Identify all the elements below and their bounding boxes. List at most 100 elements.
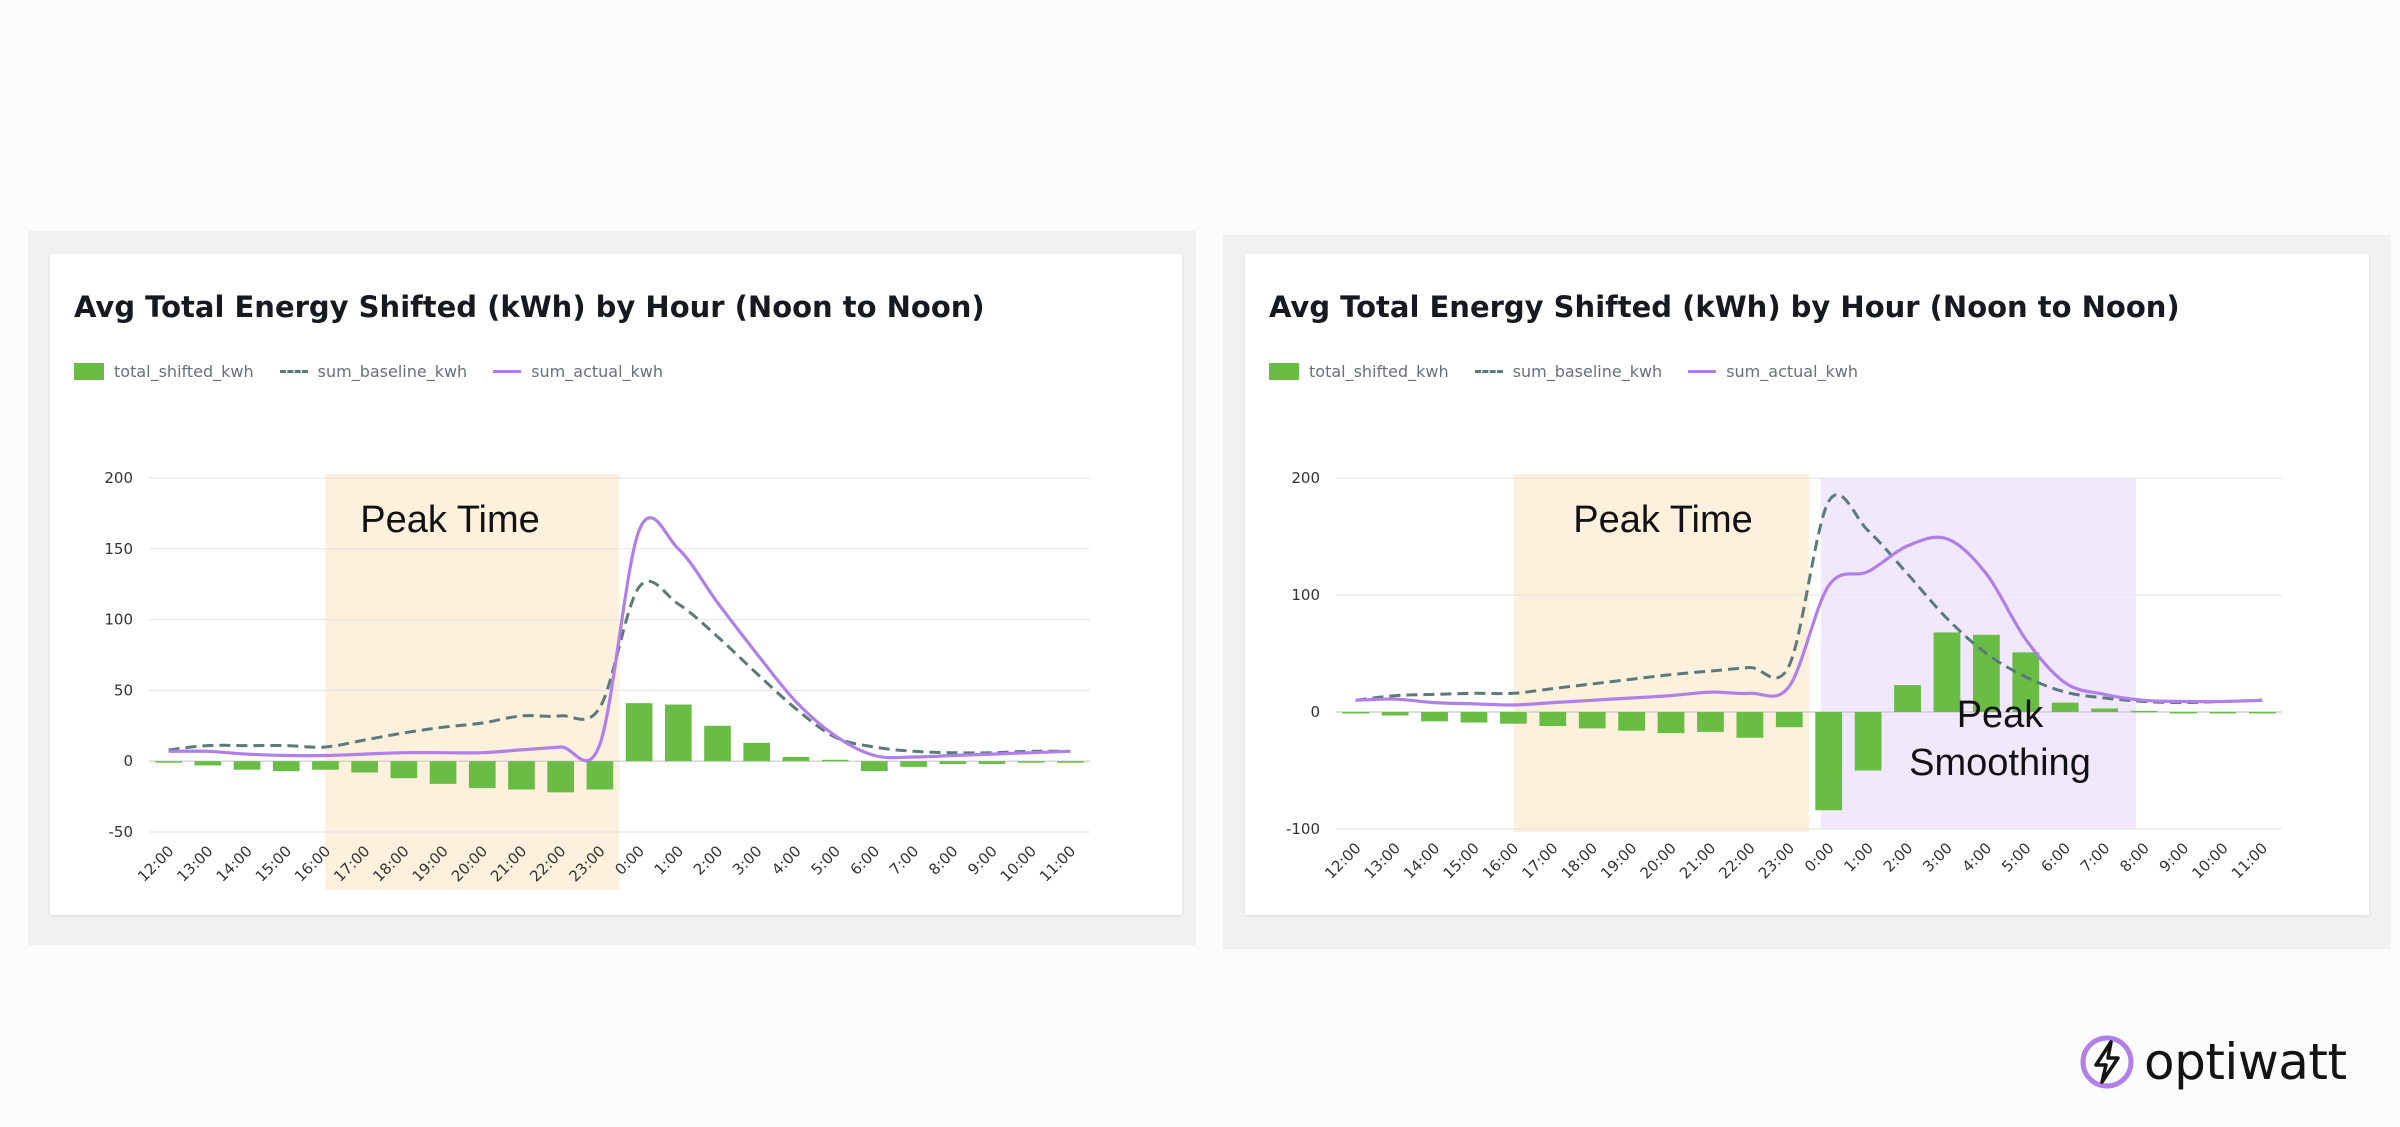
x-tick-label: 2:00: [690, 842, 727, 879]
x-tick-label: 0:00: [1801, 839, 1838, 876]
left-chart-panel: Avg Total Energy Shifted (kWh) by Hour (…: [28, 231, 1196, 945]
legend-label: sum_baseline_kwh: [317, 361, 468, 381]
x-tick-label: 10:00: [997, 842, 1040, 885]
bar: [625, 703, 653, 762]
bar: [1421, 712, 1448, 722]
y-tick-label: 100: [1291, 586, 1320, 604]
bar: [1381, 712, 1409, 716]
bar: [2248, 712, 2276, 714]
legend-label: sum_actual_kwh: [531, 361, 664, 381]
peak-time-label: Peak Time: [360, 499, 540, 541]
x-tick-label: 17:00: [1518, 839, 1561, 882]
bar: [782, 756, 810, 762]
bar: [743, 742, 771, 762]
x-tick-label: 22:00: [1715, 839, 1758, 882]
bar: [1657, 712, 1685, 734]
x-tick-label: 7:00: [886, 842, 923, 879]
x-tick-label: 23:00: [1755, 839, 1798, 882]
legend-label: sum_baseline_kwh: [1512, 361, 1663, 381]
bar: [664, 704, 692, 762]
x-tick-label: 13:00: [173, 842, 216, 885]
legend-item-total-shifted[interactable]: total_shifted_kwh: [1269, 362, 1449, 381]
chart-title: Avg Total Energy Shifted (kWh) by Hour (…: [74, 290, 985, 324]
brand-logo: optiwatt: [2078, 1033, 2347, 1091]
bar: [468, 761, 496, 789]
y-tick-label: 200: [1291, 469, 1320, 487]
chart-title: Avg Total Energy Shifted (kWh) by Hour (…: [1269, 290, 2180, 324]
bar: [312, 761, 339, 770]
bar: [1933, 632, 1961, 712]
x-tick-label: 8:00: [925, 842, 962, 879]
y-tick-label: 100: [104, 611, 133, 629]
bar: [1499, 712, 1527, 724]
bolt-icon: [2080, 1035, 2134, 1089]
x-tick-label: 14:00: [1400, 839, 1443, 882]
legend-item-sum-baseline[interactable]: sum_baseline_kwh: [1474, 361, 1663, 381]
legend-label: total_shifted_kwh: [114, 361, 254, 381]
y-tick-label: -100: [1286, 820, 1320, 838]
legend-label: sum_actual_kwh: [1726, 361, 1859, 381]
y-tick-label: 200: [104, 469, 133, 487]
x-tick-label: 5:00: [1998, 839, 2035, 876]
x-tick-label: 16:00: [1479, 839, 1522, 882]
bar: [1972, 634, 2000, 712]
x-tick-label: 2:00: [1880, 839, 1917, 876]
bar: [978, 761, 1006, 765]
energy-chart-left: 200150100500-5012:0013:0014:0015:0016:00…: [104, 469, 1090, 890]
peak-time-band: [1513, 474, 1809, 832]
bar: [1460, 712, 1488, 723]
x-tick-label: 1:00: [1840, 839, 1877, 876]
energy-chart-right: 200 100 0 -10012:0013:0014:0015:0016:0017:0…: [1286, 469, 2282, 882]
legend-item-sum-actual[interactable]: sum_actual_kwh: [493, 362, 663, 381]
bar: [2091, 708, 2119, 712]
x-tick-label: 7:00: [2077, 839, 2114, 876]
bar: [272, 761, 300, 772]
x-tick-label: 5:00: [807, 842, 844, 879]
bar: [194, 761, 222, 766]
legend-swatch-bar: [1269, 362, 1299, 380]
bar: [2209, 712, 2237, 714]
bar: [704, 725, 731, 762]
x-tick-label: 11:00: [1036, 842, 1079, 885]
x-tick-label: 11:00: [2228, 839, 2271, 882]
x-tick-label: 19:00: [1597, 839, 1640, 882]
peak-time-band: [325, 474, 620, 890]
chart-legend: total_shifted_kwh sum_baseline_kwh sum_a…: [1269, 360, 1858, 382]
series-line-baseline: [1355, 493, 2263, 705]
bar: [390, 761, 418, 779]
x-tick-label: 20:00: [1637, 839, 1680, 882]
legend-item-sum-baseline[interactable]: sum_baseline_kwh: [279, 361, 468, 381]
bar: [586, 761, 614, 790]
x-tick-label: 10:00: [2188, 839, 2231, 882]
bar: [547, 761, 575, 793]
legend-item-sum-actual[interactable]: sum_actual_kwh: [1688, 362, 1858, 381]
right-chart-card: Avg Total Energy Shifted (kWh) by Hour (…: [1245, 254, 2369, 915]
legend-item-total-shifted[interactable]: total_shifted_kwh: [74, 362, 254, 381]
peak-smoothing-label: Peak: [1957, 694, 2045, 736]
x-tick-label: 4:00: [768, 842, 805, 879]
x-tick-label: 6:00: [2037, 839, 2074, 876]
series-line-actual: [168, 516, 1071, 763]
x-tick-label: 12:00: [134, 842, 177, 885]
bar: [1017, 761, 1045, 763]
bar: [2012, 652, 2040, 712]
x-tick-label: 18:00: [1558, 839, 1601, 882]
bar: [1775, 712, 1803, 728]
x-tick-label: 4:00: [1959, 839, 1996, 876]
peak-time-label: Peak Time: [1573, 499, 1753, 541]
legend-swatch-line: [1688, 369, 1717, 373]
bar: [2170, 712, 2197, 714]
bar: [1618, 712, 1646, 731]
x-tick-label: 6:00: [847, 842, 884, 879]
bar: [351, 761, 378, 773]
x-tick-label: 14:00: [213, 842, 256, 885]
brand-name: optiwatt: [2144, 1033, 2347, 1091]
legend-swatch-dashed: [1474, 369, 1503, 373]
y-tick-label: 0: [123, 752, 133, 770]
bar: [2130, 710, 2158, 713]
bar: [1815, 712, 1843, 811]
peak-smoothing-label: Smoothing: [1909, 742, 2091, 784]
y-tick-label: 0: [1310, 703, 1320, 721]
bar: [939, 761, 967, 765]
y-tick-label: 50: [114, 681, 133, 699]
